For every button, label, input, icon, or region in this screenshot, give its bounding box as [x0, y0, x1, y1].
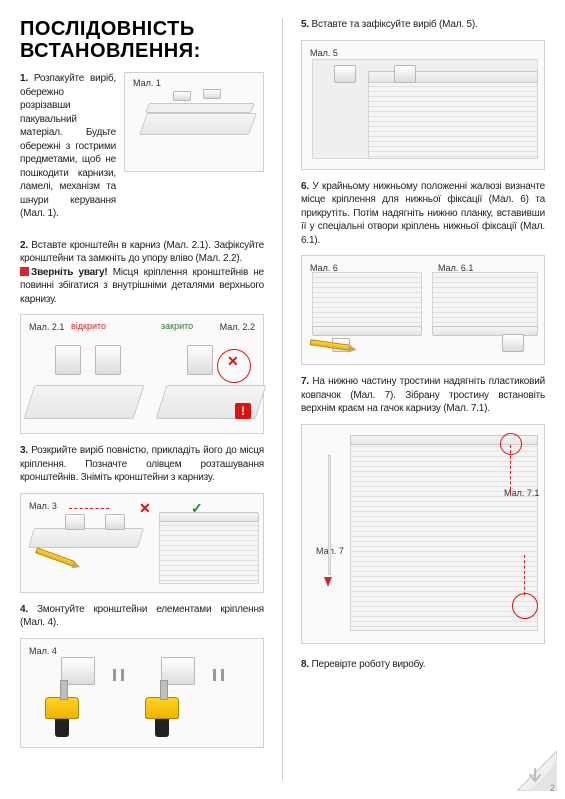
figure-5: Мал. 5 [301, 40, 545, 170]
figure-6: Мал. 6 Мал. 6.1 [301, 255, 545, 365]
drill-icon [145, 697, 179, 737]
step-1: 1. Розпакуйте виріб, обережно розрізавши… [20, 72, 264, 229]
step-3-text: 3. Розкрийте виріб повністю, прикладіть … [20, 444, 264, 485]
figure-3: Мал. 3 ✕ ✓ [20, 493, 264, 593]
page-title: ПОСЛІДОВНІСТЬ ВСТАНОВЛЕННЯ: [20, 18, 264, 62]
right-column: 5. Вставте та зафіксуйте виріб (Мал. 5).… [301, 18, 545, 781]
step-2-text: 2. Вставте кронштейн в карниз (Мал. 2.1)… [20, 239, 264, 307]
figure-7: Мал. 7.1 Мал. 7 [301, 424, 545, 644]
step-5-text: 5. Вставте та зафіксуйте виріб (Мал. 5). [301, 18, 545, 32]
x-mark-icon: ✕ [139, 500, 151, 517]
warning-badge-icon: ! [235, 403, 251, 419]
drill-icon [45, 697, 79, 737]
figure-4: Мал. 4 [20, 638, 264, 748]
step-4-text: 4. Змонтуйте кронштейни елементами кріпл… [20, 603, 264, 630]
x-mark-icon: ✕ [227, 353, 239, 370]
step-8-text: 8. Перевірте роботу виробу. [301, 658, 545, 672]
pencil-icon [35, 547, 75, 566]
figure-1: Мал. 1 [124, 72, 264, 172]
wand-cap-icon [324, 577, 332, 587]
warning-square-icon [20, 267, 29, 276]
figure-2: Мал. 2.1 відкрито закрито Мал. 2.2 ✕ ! [20, 314, 264, 434]
step-1-text: 1. Розпакуйте виріб, обережно розрізавши… [20, 72, 116, 221]
column-divider [282, 18, 283, 781]
left-column: ПОСЛІДОВНІСТЬ ВСТАНОВЛЕННЯ: 1. Розпакуйт… [20, 18, 264, 781]
page-number: 2 [550, 783, 555, 793]
page-root: ПОСЛІДОВНІСТЬ ВСТАНОВЛЕННЯ: 1. Розпакуйт… [0, 0, 565, 799]
step-7-text: 7. На нижню частину тростини надягніть п… [301, 375, 545, 416]
step-6-text: 6. У крайньому нижньому положенні жалюзі… [301, 180, 545, 248]
wand-icon [328, 455, 331, 575]
